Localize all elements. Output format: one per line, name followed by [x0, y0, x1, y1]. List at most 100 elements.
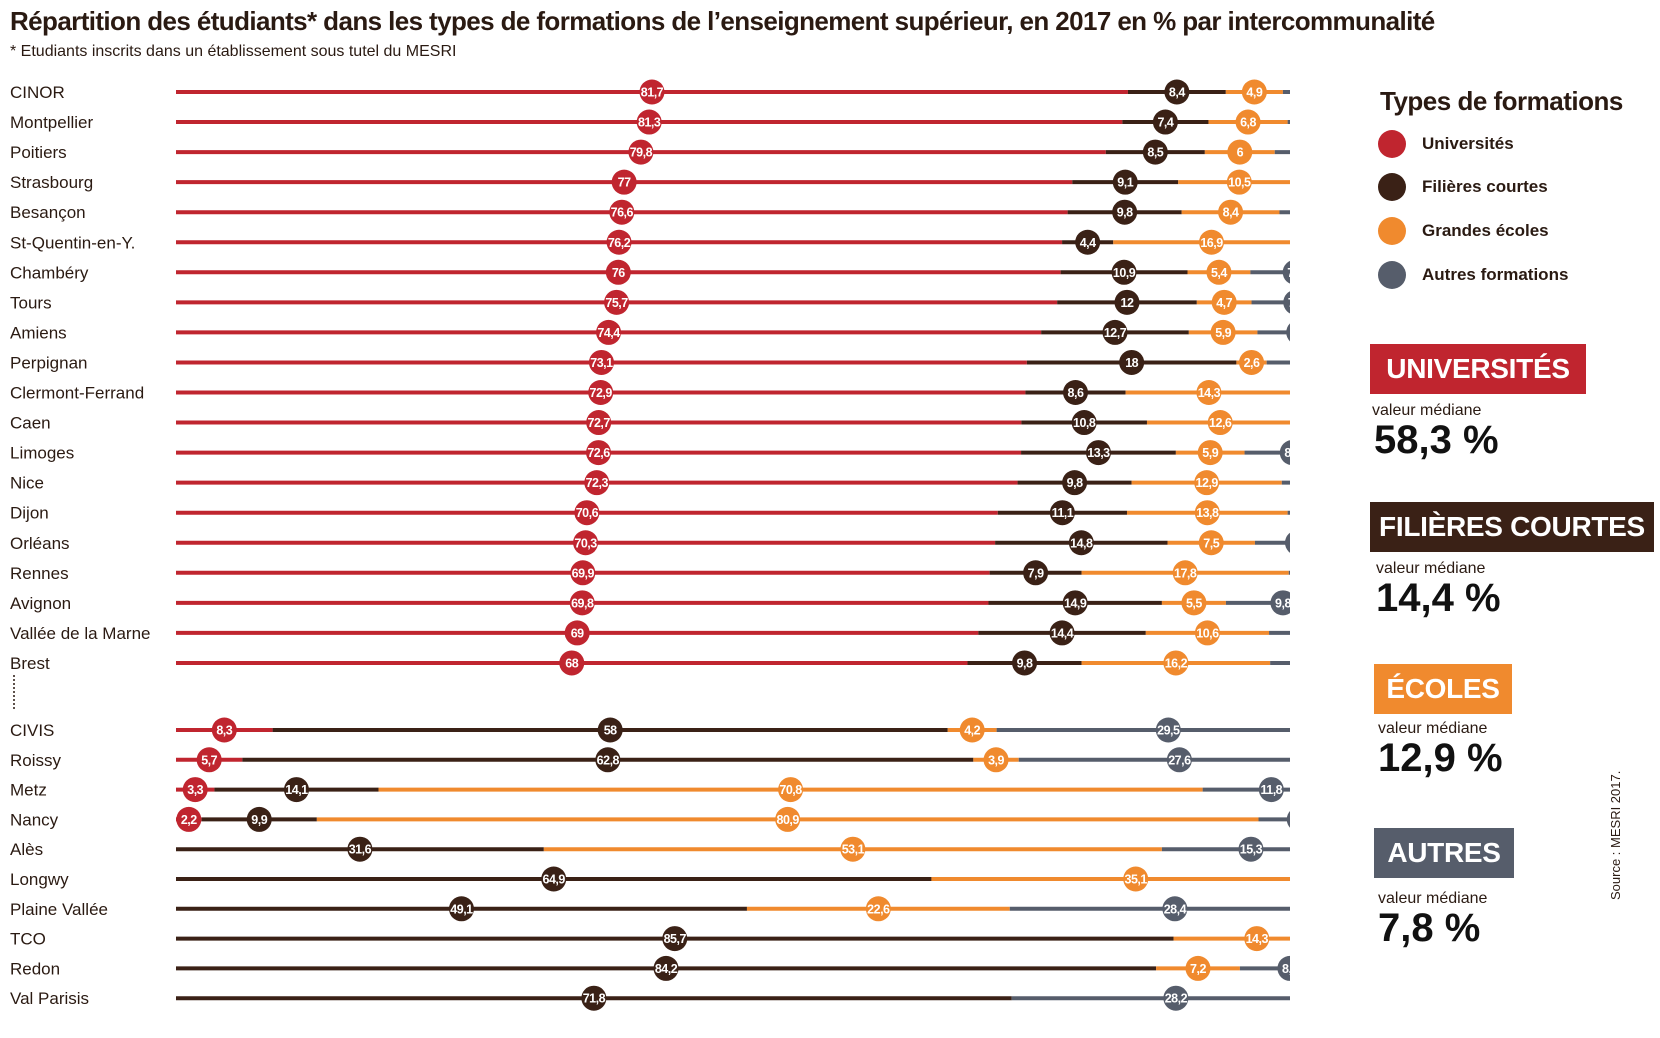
value-dot-autres-formations: [1270, 590, 1290, 616]
value-dot-grandes-ecoles: [1123, 866, 1149, 892]
value-label: 8,2: [1284, 446, 1290, 460]
value-label: 53,1: [842, 843, 865, 857]
value-label: 9,8: [1275, 596, 1290, 610]
value-dot-universites: [569, 590, 595, 616]
value-label: 8,3: [216, 724, 232, 738]
value-label: 8,6: [1282, 962, 1290, 976]
chart-title: Répartition des étudiants* dans les type…: [10, 6, 1435, 36]
value-label: 12,7: [1104, 326, 1127, 340]
value-dot-autres-formations: [1163, 985, 1189, 1011]
legend-label-grandes-ecoles: Grandes écoles: [1422, 221, 1549, 240]
value-dot-universites: [559, 650, 585, 676]
value-label: 31,6: [349, 843, 372, 857]
separator-dot: [13, 703, 15, 705]
value-label: 14,3: [1198, 386, 1221, 400]
value-label: 10,9: [1113, 266, 1136, 280]
value-dot-grandes-ecoles: [1194, 500, 1220, 526]
median-header-ecoles: ÉCOLES: [1374, 664, 1512, 714]
row-label: Amiens: [10, 323, 67, 342]
row-label: Redon: [10, 959, 60, 978]
value-dot-grandes-ecoles: [1235, 109, 1261, 135]
row-longwy: Longwy 64,9 35,1: [10, 866, 1290, 892]
value-dot-grandes-ecoles: [775, 806, 801, 832]
row-label: Clermont-Ferrand: [10, 384, 144, 403]
value-label: 15,3: [1240, 843, 1263, 857]
separator-dot: [13, 691, 15, 693]
value-dot-grandes-ecoles: [1218, 199, 1244, 225]
row-civis: CIVIS 8,3 58 4,2 29,5: [10, 717, 1290, 743]
value-label: 17,8: [1174, 566, 1197, 580]
separator-dot: [13, 687, 15, 689]
value-label: 76: [612, 266, 625, 280]
row-label: St-Quentin-en-Y.: [10, 233, 135, 252]
value-label: 5,4: [1211, 266, 1227, 280]
value-label: 14,3: [1246, 932, 1269, 946]
value-dot-grandes-ecoles: [1241, 79, 1267, 105]
value-dot-universites: [573, 530, 599, 556]
value-label: 58: [604, 724, 617, 738]
separator-dot: [13, 707, 15, 709]
value-dot-filieres-courtes: [1102, 319, 1128, 345]
stacked-bar-chart: CINOR81,78,44,94,9Montpellier81,37,46,84…: [10, 79, 1290, 1011]
row-tco: TCO 85,7 14,3: [10, 926, 1290, 952]
legend-item-filieres-courtes: Filières courtes: [1378, 172, 1548, 202]
row-label: Chambéry: [10, 263, 89, 282]
row-label: Tours: [10, 293, 52, 312]
row-metz: Metz 3,3 14,1 70,8 11,8: [10, 777, 1290, 803]
row-label: Avignon: [10, 594, 71, 613]
value-dot-filieres-courtes: [1071, 410, 1097, 436]
value-label: 22,6: [867, 902, 890, 916]
value-dot-universites: [570, 560, 596, 586]
row-label: Roissy: [10, 751, 62, 770]
value-label: 69: [571, 626, 584, 640]
value-label: 84,2: [655, 962, 678, 976]
value-dot-universites: [588, 349, 614, 375]
value-dot-filieres-courtes: [1063, 380, 1089, 405]
value-label: 11,1: [1052, 506, 1074, 520]
row-ales: Alès 31,6 53,1 15,3: [10, 836, 1290, 862]
value-dot-grandes-ecoles: [778, 777, 804, 803]
value-label: 7,6: [1288, 296, 1290, 310]
value-dot-filieres-courtes: [1111, 259, 1137, 285]
value-label: 16,2: [1165, 656, 1188, 670]
value-label: 13,3: [1087, 446, 1110, 460]
value-dot-filieres-courtes: [283, 777, 309, 803]
value-label: 35,1: [1125, 873, 1148, 887]
value-dot-grandes-ecoles: [1211, 289, 1237, 315]
value-dot-universites: [182, 777, 208, 803]
value-dot-filieres-courtes: [246, 806, 272, 832]
value-label: 7,5: [1203, 536, 1219, 550]
value-label: 72,3: [586, 476, 609, 490]
row-label: CIVIS: [10, 721, 54, 740]
separator-dot: [13, 695, 15, 697]
separator-dot: [13, 699, 15, 701]
value-label: 6,8: [1240, 116, 1256, 130]
row-label: Longwy: [10, 870, 69, 889]
value-label: 14,9: [1064, 596, 1087, 610]
value-label: 68: [565, 656, 578, 670]
value-label: 9,8: [1117, 206, 1133, 220]
legend-title: Types de formations: [1380, 86, 1623, 116]
legend-dot-autres-formations: [1378, 261, 1406, 289]
value-dot-filieres-courtes: [1085, 440, 1111, 466]
value-dot-universites: [611, 169, 637, 195]
value-dot-filieres-courtes: [1152, 109, 1178, 135]
value-label: 10,6: [1196, 626, 1219, 640]
value-dot-universites: [596, 319, 622, 345]
value-label: 14,8: [1070, 536, 1093, 550]
chart-rows: CINOR81,78,44,94,9Montpellier81,37,46,84…: [10, 79, 1290, 1011]
value-label: 49,1: [450, 902, 473, 916]
median-caption-filieres-courtes: valeur médiane: [1376, 560, 1486, 577]
legend-dot-filieres-courtes: [1378, 173, 1406, 201]
value-label: 70,6: [576, 506, 599, 520]
chart-subtitle: * Etudiants inscrits dans un établisseme…: [10, 43, 457, 60]
value-label: 12,9: [1196, 476, 1219, 490]
value-label: 16,9: [1200, 236, 1223, 250]
value-dot-autres-formations: [1286, 811, 1290, 828]
row-label: Dijon: [10, 504, 49, 523]
